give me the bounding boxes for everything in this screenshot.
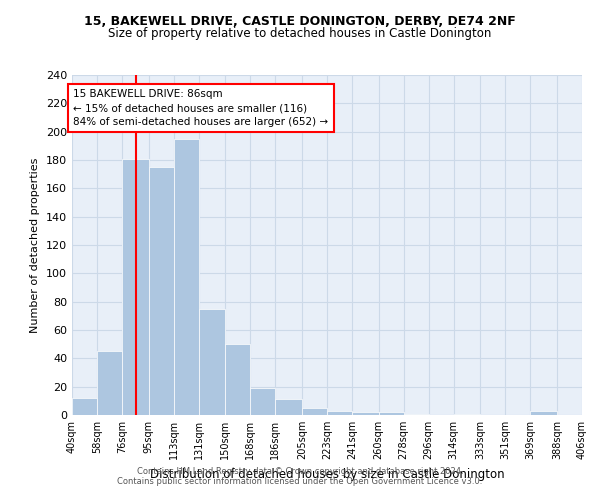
Text: 15, BAKEWELL DRIVE, CASTLE DONINGTON, DERBY, DE74 2NF: 15, BAKEWELL DRIVE, CASTLE DONINGTON, DE… <box>84 15 516 28</box>
Bar <box>149 167 174 415</box>
Bar <box>302 408 327 415</box>
Bar <box>530 411 557 415</box>
Bar <box>275 400 302 415</box>
Bar <box>122 158 149 415</box>
Bar <box>174 138 199 415</box>
Bar <box>97 351 122 415</box>
Text: 15 BAKEWELL DRIVE: 86sqm
← 15% of detached houses are smaller (116)
84% of semi-: 15 BAKEWELL DRIVE: 86sqm ← 15% of detach… <box>73 89 329 127</box>
Bar <box>379 412 404 415</box>
Bar <box>250 388 275 415</box>
Bar <box>327 411 352 415</box>
Bar <box>352 412 379 415</box>
Bar <box>72 398 97 415</box>
Text: Contains public sector information licensed under the Open Government Licence v3: Contains public sector information licen… <box>118 477 482 486</box>
Y-axis label: Number of detached properties: Number of detached properties <box>31 158 40 332</box>
Text: Contains HM Land Registry data © Crown copyright and database right 2024.: Contains HM Land Registry data © Crown c… <box>137 467 463 476</box>
Bar <box>582 412 600 415</box>
Bar <box>404 414 429 415</box>
Bar <box>454 414 480 415</box>
X-axis label: Distribution of detached houses by size in Castle Donington: Distribution of detached houses by size … <box>149 468 505 480</box>
Bar <box>199 308 225 415</box>
Bar <box>225 344 250 415</box>
Text: Size of property relative to detached houses in Castle Donington: Size of property relative to detached ho… <box>109 28 491 40</box>
